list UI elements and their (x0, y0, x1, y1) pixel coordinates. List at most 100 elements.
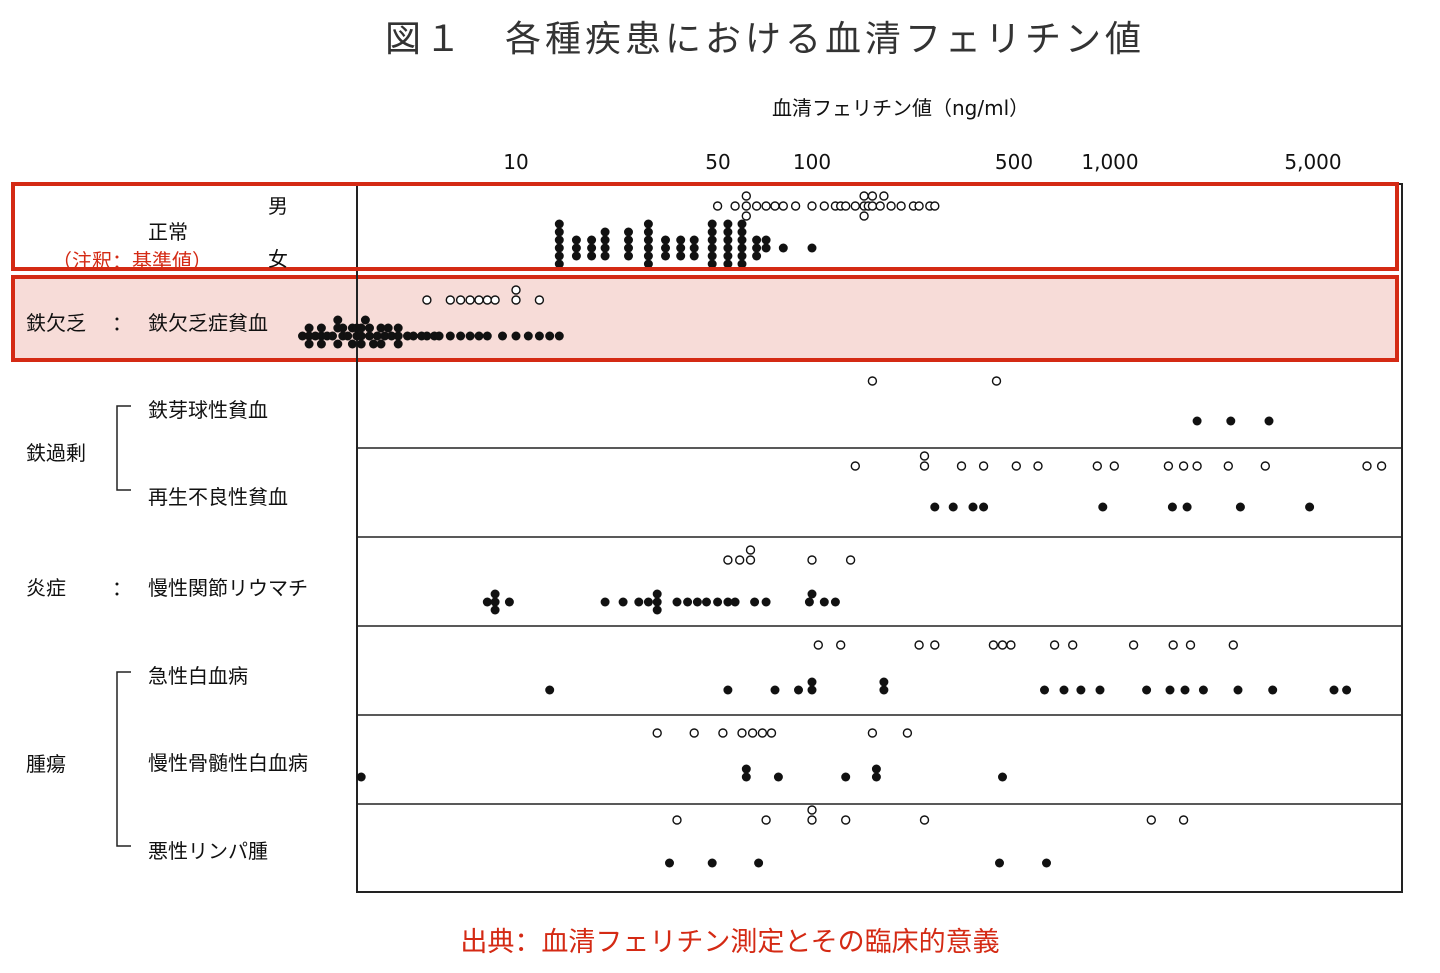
data-point-female (1182, 502, 1192, 512)
data-point-male (474, 295, 484, 305)
data-point-male (1260, 461, 1271, 471)
data-point-female (807, 677, 817, 687)
data-point-male (836, 640, 846, 650)
data-point-female (871, 764, 881, 774)
data-point-female (1040, 685, 1049, 695)
data-point-female (624, 235, 633, 245)
data-point-female (1233, 685, 1243, 695)
data-point-female (356, 339, 366, 349)
data-point-female (741, 764, 751, 774)
data-point-male (723, 555, 733, 565)
data-point-male (1067, 640, 1078, 650)
data-point-female (750, 597, 760, 607)
data-point-female (643, 259, 653, 269)
category-iron-deficiency: 鉄欠乏 (26, 311, 86, 335)
data-point-male (1011, 461, 1021, 471)
data-point-female (600, 235, 610, 245)
data-point-male (751, 201, 762, 211)
data-point-female (707, 259, 717, 269)
data-point-male (997, 640, 1008, 650)
data-point-female (316, 339, 326, 349)
data-point-female (707, 219, 717, 229)
data-point-female (871, 772, 881, 782)
data-point-male (807, 805, 817, 815)
data-point-male (956, 461, 967, 471)
data-point-female (304, 339, 314, 349)
data-point-female (347, 339, 357, 349)
data-point-female (372, 331, 382, 341)
data-point-female (587, 243, 597, 253)
data-point-male (534, 295, 545, 305)
category-inflammation: 炎症 (26, 576, 66, 600)
data-point-male (807, 201, 817, 211)
data-point-female (1180, 685, 1190, 695)
data-point-female (723, 219, 733, 229)
data-point-male (914, 201, 924, 211)
data-point-male (841, 201, 851, 211)
data-point-female (624, 251, 633, 261)
data-point-male (879, 191, 889, 201)
data-point-female (587, 235, 597, 245)
data-point-female (761, 243, 771, 253)
data-point-female (807, 589, 817, 599)
data-point-male (1128, 640, 1139, 650)
data-point-female (304, 331, 314, 341)
data-point-male (1049, 640, 1060, 650)
data-point-male (845, 555, 856, 565)
data-point-female (600, 251, 610, 261)
data-point-male (1228, 640, 1239, 650)
data-point-male (652, 728, 662, 738)
data-point-female (1192, 416, 1202, 426)
data-point-female (376, 339, 386, 349)
data-point-male (1168, 640, 1178, 650)
iron-deficiency-highlight (11, 275, 1399, 362)
data-point-female (343, 331, 353, 341)
data-point-female (643, 597, 653, 607)
data-point-female (807, 685, 817, 695)
data-point-male (718, 728, 728, 738)
data-point-male (735, 555, 745, 565)
data-point-female (752, 243, 762, 253)
data-point-female (661, 243, 670, 253)
data-point-female (482, 597, 492, 607)
data-point-female (456, 331, 466, 341)
data-point-female (979, 502, 989, 512)
data-point-female (624, 243, 633, 253)
row-label-cml: 慢性骨髄性白血病 (148, 751, 308, 775)
data-point-female (707, 251, 717, 261)
data-point-female (554, 219, 564, 229)
data-point-male (867, 201, 878, 211)
data-point-female (545, 331, 555, 341)
data-point-female (794, 685, 803, 695)
x-tick-10: 10 (503, 150, 529, 174)
data-point-female (393, 331, 403, 341)
data-point-female (554, 235, 564, 245)
source-caption: 出典：血清フェリチン測定とその臨床的意義 (460, 927, 1000, 958)
data-point-female (723, 227, 733, 237)
data-point-female (737, 219, 747, 229)
data-point-male (859, 211, 869, 221)
data-point-male (741, 191, 751, 201)
data-point-female (754, 858, 764, 868)
data-point-female (643, 243, 653, 253)
data-point-female (752, 235, 762, 245)
x-tick-1000: 1,000 (1081, 150, 1139, 174)
data-point-male (1178, 461, 1189, 471)
data-point-female (689, 243, 699, 253)
data-point-female (1142, 685, 1152, 695)
data-point-female (804, 597, 814, 607)
data-point-female (545, 685, 555, 695)
data-point-female (770, 685, 780, 695)
data-point-male (1006, 640, 1016, 650)
data-point-female (676, 243, 686, 253)
data-point-female (807, 243, 817, 253)
data-point-female (1042, 858, 1051, 868)
category-iron-overload: 鉄過剰 (26, 441, 86, 465)
data-point-male (1033, 461, 1043, 471)
data-point-male (867, 728, 878, 738)
data-point-female (434, 331, 444, 341)
data-point-male (1178, 815, 1189, 825)
data-point-male (778, 201, 788, 211)
data-point-male (813, 640, 823, 650)
data-point-female (707, 243, 717, 253)
